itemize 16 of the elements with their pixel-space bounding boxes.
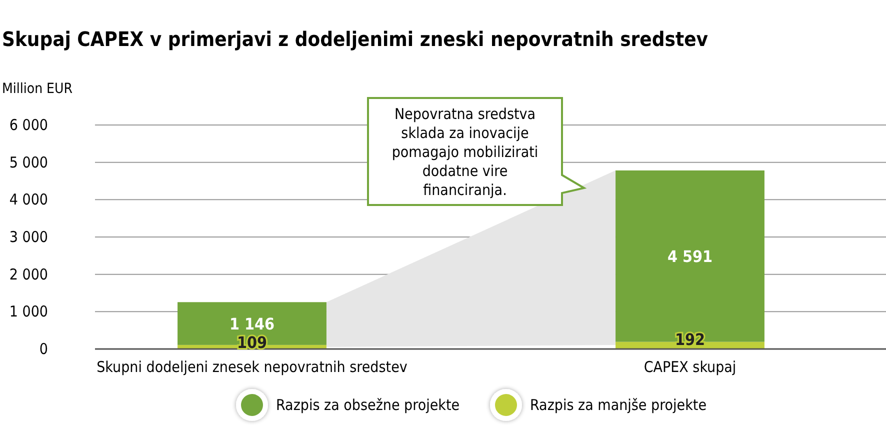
y-tick-label: 4 000	[9, 190, 48, 209]
y-axis-title: Million EUR	[2, 81, 73, 97]
x-tick-label: CAPEX skupaj	[644, 358, 736, 376]
data-label: 4 591	[667, 247, 713, 266]
x-tick-label: Skupni dodeljeni znesek nepovratnih sredstev	[96, 358, 408, 376]
y-tick-label: 5 000	[9, 153, 48, 172]
y-tick-label: 0	[39, 340, 48, 358]
data-label: 1 146	[229, 314, 275, 334]
y-tick-label: 2 000	[9, 265, 48, 284]
legend-label: Razpis za obsežne projekte	[276, 396, 460, 414]
legend-label: Razpis za manjše projekte	[530, 396, 707, 414]
y-tick-label: 1 000	[9, 302, 48, 321]
annotation: Nepovratna sredstva sklada za inovacije pomagajo mobilizirati dodatne vire financiranja.	[392, 105, 538, 199]
y-tick-label: 6 000	[9, 116, 48, 134]
y-tick-label: 3 000	[9, 228, 48, 246]
chart-title: Skupaj CAPEX v primerjavi z dodeljenimi zneski nepovratnih sredstev	[2, 27, 708, 51]
